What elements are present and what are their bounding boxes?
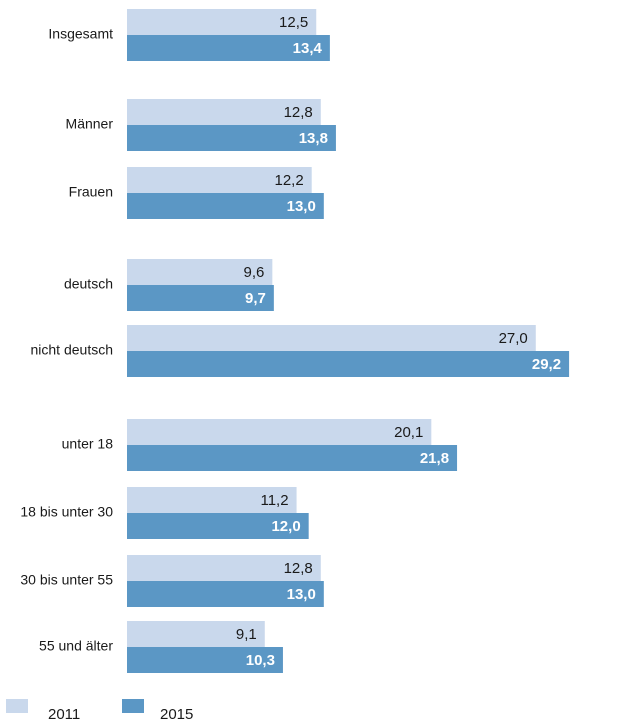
- bar-2011-männer: [127, 99, 321, 125]
- bar-2011-unter-18: [127, 419, 432, 445]
- bar-2011-55-und-älter: [127, 621, 265, 647]
- value-label-2015-deutsch: 9,7: [245, 290, 266, 307]
- value-label-2015-30-bis-unter-55: 13,0: [287, 586, 316, 603]
- legend-swatch-2011: [6, 699, 28, 713]
- legend-label-2011: 2011: [48, 706, 80, 719]
- bar-2011-frauen: [127, 167, 312, 193]
- category-label-insgesamt: Insgesamt: [48, 26, 113, 42]
- value-label-2011-deutsch: 9,6: [243, 264, 264, 281]
- value-label-2015-insgesamt: 13,4: [293, 40, 323, 57]
- bar-2011-nicht-deutsch: [127, 325, 536, 351]
- category-label-30-bis-unter-55: 30 bis unter 55: [20, 572, 113, 588]
- bar-2011-deutsch: [127, 259, 273, 285]
- value-label-2015-männer: 13,8: [299, 130, 328, 147]
- value-label-2015-55-und-älter: 10,3: [246, 652, 275, 669]
- bar-2015-55-und-älter: [127, 647, 283, 673]
- legend-swatch-2015: [122, 699, 144, 713]
- bar-2015-18-bis-unter-30: [127, 513, 309, 539]
- value-label-2011-nicht-deutsch: 27,0: [499, 330, 528, 347]
- bar-2015-frauen: [127, 193, 324, 219]
- chart-bars: Insgesamt 12,5 13,4 Männer 12,8 13,8 Frauen 12,…: [20, 9, 570, 673]
- category-label-männer: Männer: [66, 116, 114, 132]
- bar-2015-nicht-deutsch: [127, 351, 570, 377]
- category-label-18-bis-unter-30: 18 bis unter 30: [20, 504, 113, 520]
- value-label-2011-unter-18: 20,1: [394, 424, 423, 441]
- bar-2011-insgesamt: [127, 9, 317, 35]
- bar-2015-männer: [127, 125, 336, 151]
- category-label-deutsch: deutsch: [64, 276, 113, 292]
- value-label-2015-unter-18: 21,8: [420, 450, 449, 467]
- value-label-2015-nicht-deutsch: 29,2: [532, 356, 561, 373]
- legend-label-2015: 2015: [160, 706, 193, 719]
- value-label-2011-30-bis-unter-55: 12,8: [284, 560, 313, 577]
- bar-2011-30-bis-unter-55: [127, 555, 321, 581]
- category-label-nicht-deutsch: nicht deutsch: [31, 342, 114, 358]
- value-label-2015-frauen: 13,0: [287, 198, 316, 215]
- value-label-2011-frauen: 12,2: [275, 172, 304, 189]
- legend: 2011 2015: [6, 699, 193, 719]
- category-label-frauen: Frauen: [69, 184, 113, 200]
- bar-2015-insgesamt: [127, 35, 330, 61]
- value-label-2011-18-bis-unter-30: 11,2: [260, 492, 288, 509]
- value-label-2011-insgesamt: 12,5: [279, 14, 308, 31]
- value-label-2015-18-bis-unter-30: 12,0: [271, 518, 300, 535]
- bar-2015-unter-18: [127, 445, 458, 471]
- category-label-unter-18: unter 18: [62, 436, 114, 452]
- bar-2011-18-bis-unter-30: [127, 487, 297, 513]
- category-label-55-und-älter: 55 und älter: [39, 638, 113, 654]
- bar-2015-deutsch: [127, 285, 274, 311]
- value-label-2011-55-und-älter: 9,1: [236, 626, 257, 643]
- value-label-2011-männer: 12,8: [284, 104, 313, 121]
- bar-2015-30-bis-unter-55: [127, 581, 324, 607]
